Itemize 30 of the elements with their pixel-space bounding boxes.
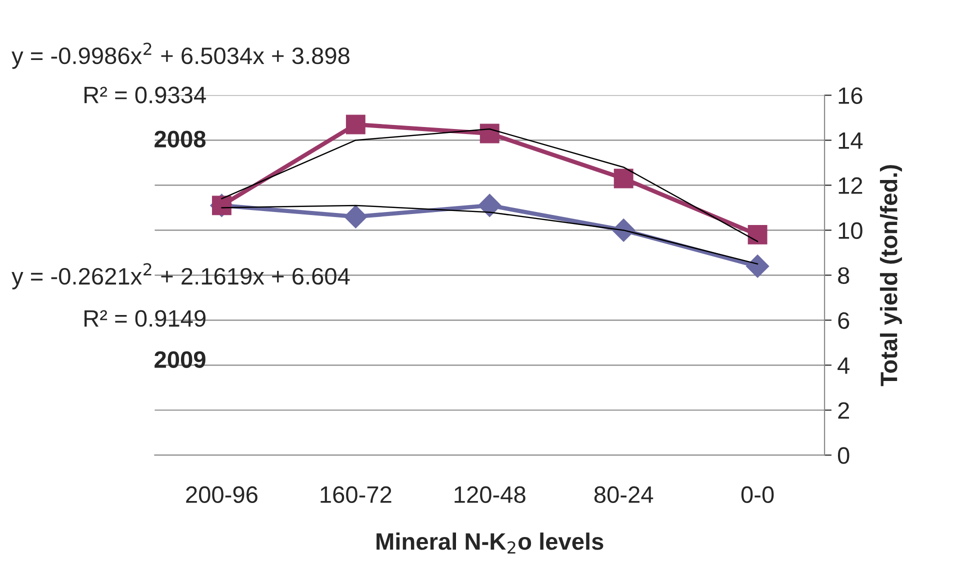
annotation: y = -0.2621x$^{2}$ + 2.1619x + 6.604 [12, 263, 350, 290]
point [748, 224, 768, 244]
y-axis-title: Total yield (ton/fed.) [880, 165, 902, 386]
y-tick-label: 2 [838, 402, 849, 419]
point [344, 205, 368, 228]
point [480, 124, 500, 144]
annotation: 2008 [154, 130, 206, 148]
point [614, 168, 634, 188]
y-tick-label: 4 [838, 357, 850, 374]
y-tick-label: 16 [838, 87, 862, 104]
y-tick-label: 6 [838, 312, 850, 329]
text: y = -0.9986x$^{2}$ + 6.5034x + 3.898 [12, 42, 350, 69]
x-axis-title: Mineral N-K$_{2}$o levels [376, 532, 604, 554]
annotation: R² = 0.9149 [84, 310, 206, 327]
x-tick-label: 160-72 [320, 486, 392, 504]
point [346, 114, 366, 134]
y-tick-label: 12 [838, 177, 862, 194]
point [478, 194, 502, 217]
y-tick-label: 10 [838, 222, 862, 239]
x-tick-label: 0-0 [741, 486, 774, 504]
annotation: 2009 [154, 351, 206, 368]
x-tick-label: 200-96 [186, 486, 258, 504]
x-tick-label: 80-24 [594, 486, 654, 504]
y-tick-label: 14 [838, 132, 863, 149]
point [746, 254, 770, 278]
y-tick-label: 0 [838, 447, 850, 464]
x-tick-label: 120-48 [454, 486, 526, 504]
y-tick-label: 8 [838, 267, 850, 284]
point [612, 218, 636, 242]
annotation: R² = 0.9334 [84, 86, 206, 104]
